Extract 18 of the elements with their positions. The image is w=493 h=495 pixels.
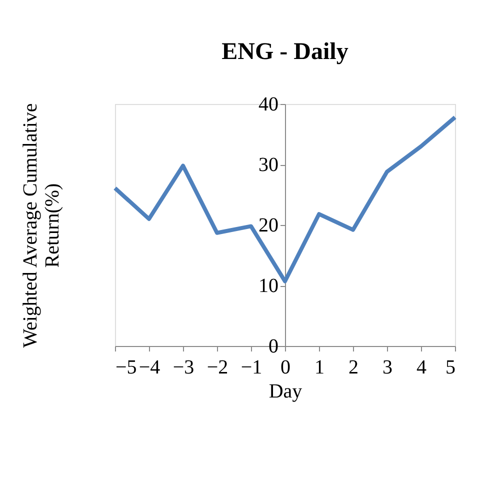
x-tick-label: −1 bbox=[240, 356, 262, 378]
x-tick-label: −3 bbox=[172, 356, 194, 378]
x-tick-label: 5 bbox=[446, 356, 456, 378]
y-axis-title: Weighted Average Cumulative Return(%) bbox=[20, 103, 64, 348]
x-tick-label: −2 bbox=[206, 356, 228, 378]
y-tick-label: 10 bbox=[258, 275, 278, 297]
y-tick-label: 20 bbox=[258, 214, 278, 236]
x-tick-label: 1 bbox=[314, 356, 324, 378]
y-tick-label: 30 bbox=[258, 154, 278, 176]
y-tick-label: 0 bbox=[268, 336, 278, 358]
x-axis-title: Day bbox=[268, 380, 302, 402]
chart-title: ENG - Daily bbox=[222, 39, 348, 65]
x-tick-label: 3 bbox=[382, 356, 392, 378]
x-tick-label: −4 bbox=[138, 356, 160, 378]
x-tick-label: −5 bbox=[116, 356, 137, 378]
x-tick-label: 2 bbox=[348, 356, 358, 378]
x-tick-label: 4 bbox=[416, 356, 426, 378]
y-tick-label: 40 bbox=[258, 94, 278, 116]
